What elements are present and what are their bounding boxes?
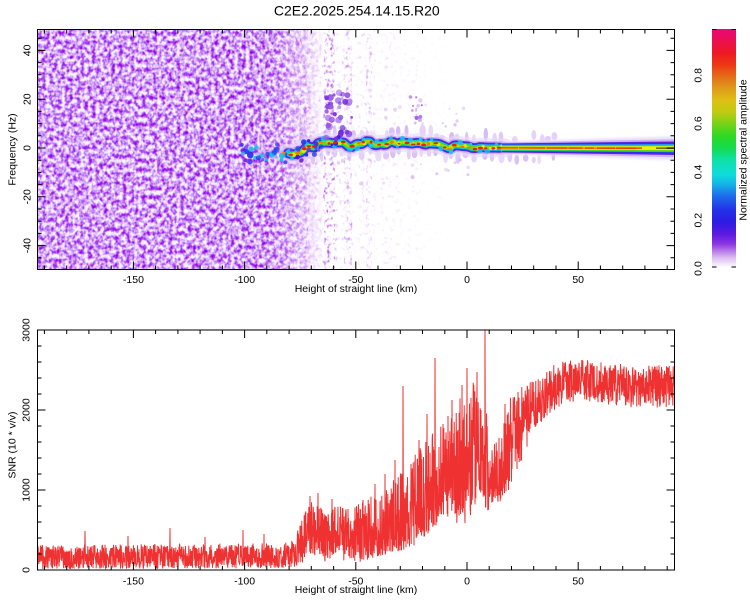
- svg-text:1000: 1000: [21, 478, 33, 502]
- svg-text:3000: 3000: [21, 318, 33, 342]
- svg-text:0: 0: [21, 145, 33, 151]
- svg-text:0.6: 0.6: [693, 116, 705, 131]
- svg-text:0: 0: [464, 274, 470, 286]
- svg-text:0.4: 0.4: [693, 164, 705, 179]
- svg-text:-50: -50: [348, 576, 363, 588]
- svg-text:0.0: 0.0: [693, 261, 705, 276]
- svg-text:40: 40: [21, 44, 33, 56]
- svg-text:-40: -40: [21, 238, 33, 253]
- svg-text:0.8: 0.8: [693, 68, 705, 83]
- svg-text:-100: -100: [234, 274, 255, 286]
- svg-text:-20: -20: [21, 189, 33, 204]
- svg-text:SNR (10 * v/v): SNR (10 * v/v): [7, 411, 19, 478]
- svg-text:0: 0: [464, 576, 470, 588]
- svg-text:0.2: 0.2: [693, 213, 705, 228]
- svg-text:Height of straight line (km): Height of straight line (km): [295, 283, 418, 295]
- svg-text:Height of straight line (km): Height of straight line (km): [295, 584, 418, 596]
- svg-text:Frequency (Hz): Frequency (Hz): [7, 113, 19, 185]
- svg-text:50: 50: [572, 576, 584, 588]
- svg-text:Normalized spectral amplitude: Normalized spectral amplitude: [737, 79, 749, 220]
- svg-text:-150: -150: [123, 274, 144, 286]
- svg-text:-150: -150: [123, 576, 144, 588]
- svg-text:0: 0: [21, 567, 33, 573]
- svg-text:20: 20: [21, 93, 33, 105]
- svg-text:-50: -50: [348, 274, 363, 286]
- svg-text:-100: -100: [234, 576, 255, 588]
- svg-text:50: 50: [572, 274, 584, 286]
- svg-text:2000: 2000: [21, 398, 33, 422]
- svg-text:C2E2.2025.254.14.15.R20: C2E2.2025.254.14.15.R20: [274, 3, 440, 19]
